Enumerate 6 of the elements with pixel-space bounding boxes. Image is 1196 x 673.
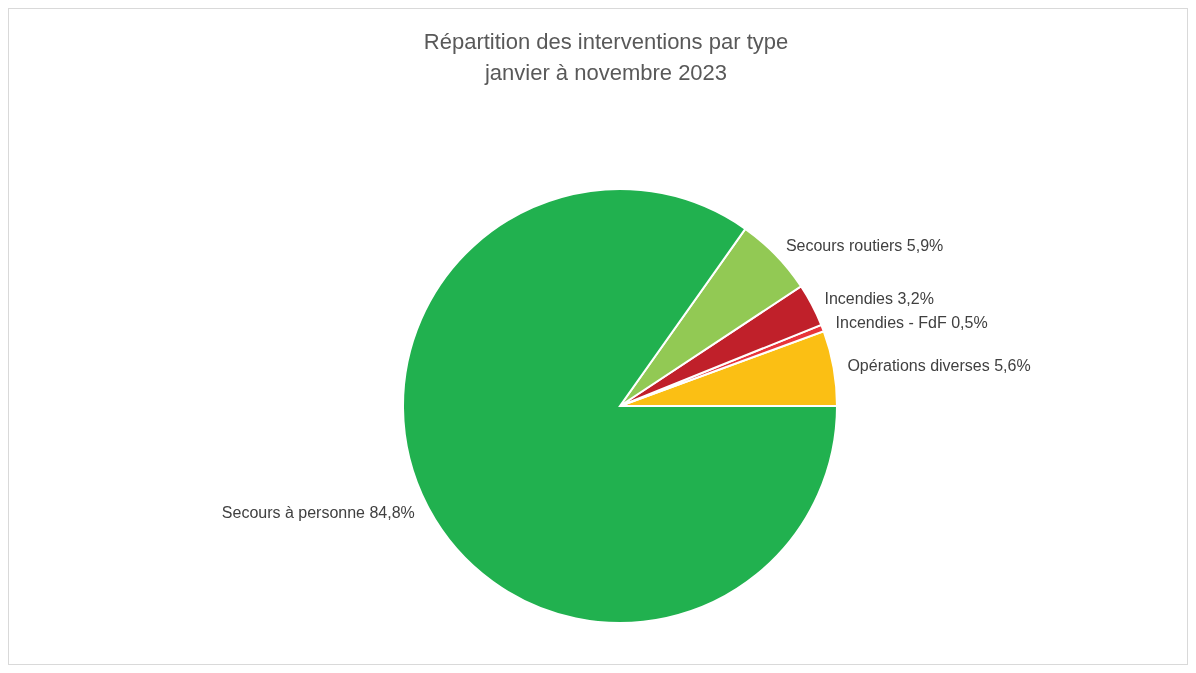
chart-title: Répartition des interventions par type janvier à novembre 2023: [423, 29, 789, 85]
slice-label: Incendies - FdF 0,5%: [835, 314, 988, 332]
slice-label: Secours routiers 5,9%: [785, 236, 944, 254]
slice-label: Incendies 3,2%: [824, 290, 934, 308]
slice-label: Secours à personne 84,8%: [221, 503, 415, 521]
slice-label: Opérations diverses 5,6%: [847, 357, 1031, 375]
